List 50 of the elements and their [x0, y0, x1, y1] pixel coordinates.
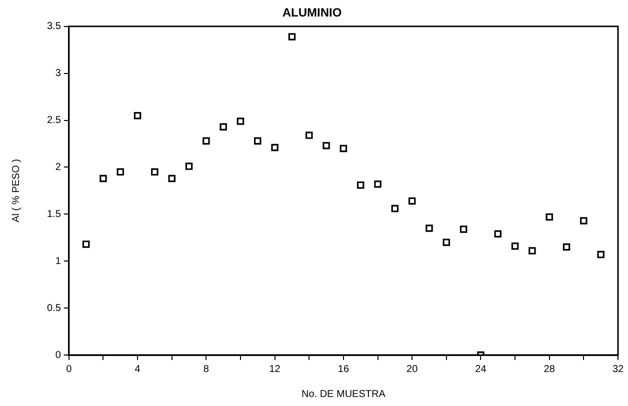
point — [254, 137, 262, 145]
point — [426, 224, 433, 232]
point — [151, 168, 158, 176]
y-tick-label: 0.5 — [46, 302, 62, 314]
point — [408, 197, 416, 205]
point — [271, 144, 278, 152]
point — [236, 118, 244, 125]
x-tick-label: 16 — [338, 364, 350, 375]
point — [306, 132, 313, 139]
x-tick-label: 24 — [475, 364, 487, 375]
point — [546, 213, 553, 221]
point — [340, 144, 348, 152]
y-tick-label: 3 — [55, 68, 62, 80]
point — [168, 174, 176, 182]
point — [322, 142, 330, 150]
y-axis-title: Al ( % PESO ) — [10, 159, 22, 222]
x-tick-label: 32 — [612, 364, 624, 375]
y-tick-label: 0 — [55, 350, 62, 361]
point — [511, 242, 519, 250]
point — [134, 112, 142, 120]
point — [185, 162, 193, 170]
y-tick-label: 1.5 — [46, 208, 62, 220]
point — [116, 168, 124, 176]
chart-title: ALUMINIO — [282, 6, 342, 20]
y-tick-label: 3.5 — [46, 21, 62, 32]
y-tick-label: 2 — [55, 162, 62, 173]
point — [597, 250, 604, 258]
point — [442, 238, 450, 246]
point — [460, 226, 468, 233]
point — [220, 123, 227, 130]
x-tick-label: 28 — [544, 364, 556, 375]
x-tick-label: 4 — [134, 364, 141, 375]
x-tick-label: 12 — [269, 364, 281, 375]
point — [288, 33, 296, 40]
y-tick-label: 2.5 — [46, 115, 62, 126]
point — [391, 204, 399, 212]
point — [82, 240, 90, 248]
x-tick-label: 20 — [406, 364, 418, 375]
point — [202, 137, 210, 145]
point — [356, 181, 364, 189]
x-tick-label: 0 — [66, 364, 72, 375]
point — [562, 243, 570, 251]
point — [580, 217, 588, 224]
point — [494, 230, 502, 238]
y-tick-label: 1 — [55, 256, 62, 267]
point — [374, 180, 382, 188]
point — [100, 174, 107, 182]
x-axis-title: No. DE MUESTRA — [302, 388, 386, 400]
point — [528, 247, 536, 254]
x-tick-label: 8 — [203, 364, 210, 375]
